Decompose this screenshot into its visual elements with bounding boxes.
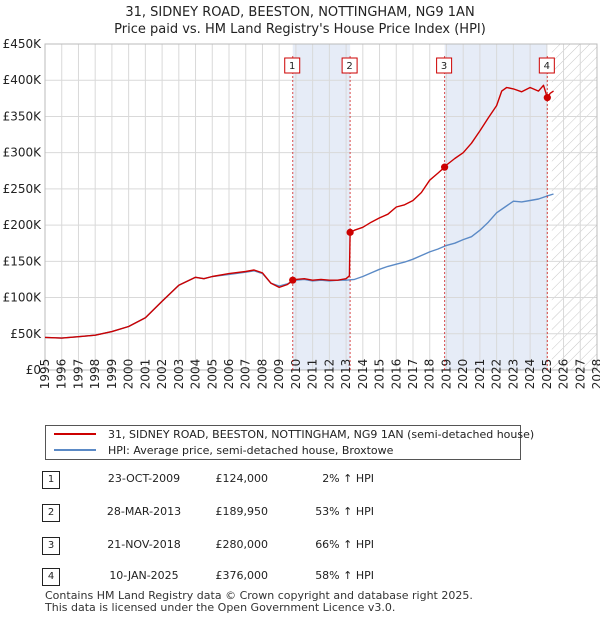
sale-marker-label: 3 — [441, 61, 447, 72]
x-tick-label: 2018 — [423, 359, 437, 390]
sale-price: £189,950 — [215, 505, 269, 518]
legend-swatch-property — [54, 433, 96, 435]
y-tick-label: £400K — [3, 73, 43, 87]
ownership-span-2 — [444, 44, 548, 370]
legend-label-property: 31, SIDNEY ROAD, BEESTON, NOTTINGHAM, NG… — [108, 427, 535, 441]
sale-hpi-change: 58% ↑ HPI — [315, 569, 374, 582]
legend-item-hpi: HPI: Average price, semi-detached house,… — [54, 442, 393, 458]
y-axis-ticks: £0 £50K £100K £150K £200K £250K £300K £350K £400… — [3, 37, 43, 377]
y-tick-label: £350K — [3, 109, 43, 123]
sale-row: 1 23-OCT-2009 £124,000 2% ↑ HPI — [42, 469, 582, 491]
x-tick-label: 2017 — [406, 359, 420, 390]
y-tick-label: £300K — [3, 146, 43, 160]
y-tick-label: £250K — [3, 182, 43, 196]
plot-background — [45, 44, 597, 370]
sale-date: 28-MAR-2013 — [106, 505, 182, 518]
x-tick-label: 1999 — [105, 359, 119, 390]
x-tick-label: 2004 — [189, 359, 203, 390]
chart-title-subtitle: Price paid vs. HM Land Registry's House … — [114, 22, 486, 37]
x-tick-label: 2002 — [155, 359, 169, 390]
sale-date: 21-NOV-2018 — [107, 538, 181, 551]
legend-label-hpi: HPI: Average price, semi-detached house,… — [108, 443, 394, 457]
sale-point — [346, 228, 354, 236]
sale-row: 2 28-MAR-2013 £189,950 53% ↑ HPI — [42, 502, 582, 524]
sale-marker-label: 2 — [346, 61, 352, 72]
footer-copyright: Contains HM Land Registry data © Crown c… — [45, 589, 473, 602]
y-tick-label: £0 — [26, 363, 41, 377]
x-tick-label: 2003 — [172, 359, 186, 390]
sale-row: 3 21-NOV-2018 £280,000 66% ↑ HPI — [42, 535, 582, 557]
x-tick-label: 2011 — [306, 359, 320, 390]
sale-number-badge: 2 — [42, 504, 60, 522]
x-tick-label: 2010 — [289, 359, 303, 390]
sale-number-badge: 3 — [42, 537, 60, 555]
x-tick-label: 2012 — [322, 359, 336, 390]
y-tick-label: £150K — [3, 254, 43, 268]
x-tick-label: 2001 — [138, 359, 152, 390]
x-tick-label: 2027 — [573, 359, 587, 390]
y-tick-label: £100K — [3, 291, 43, 305]
x-tick-label: 2014 — [356, 359, 370, 390]
sale-price: £280,000 — [215, 538, 269, 551]
x-tick-label: 2020 — [456, 359, 470, 390]
chart-title-address: 31, SIDNEY ROAD, BEESTON, NOTTINGHAM, NG… — [125, 5, 475, 20]
sale-hpi-change: 2% ↑ HPI — [322, 472, 374, 485]
sale-point — [543, 94, 551, 102]
x-tick-label: 2024 — [523, 359, 537, 390]
x-tick-label: 2026 — [557, 359, 571, 390]
price-chart: £0 £50K £100K £150K £200K £250K £300K £350K £400… — [3, 37, 600, 390]
y-tick-label: £200K — [3, 218, 43, 232]
x-tick-label: 2009 — [272, 359, 286, 390]
footer-attribution: Contains HM Land Registry data © Crown c… — [45, 590, 473, 614]
x-tick-label: 2013 — [339, 359, 353, 390]
x-tick-label: 2028 — [590, 359, 600, 390]
sale-price: £124,000 — [215, 472, 269, 485]
sale-row: 4 10-JAN-2025 £376,000 58% ↑ HPI — [42, 566, 582, 588]
sale-number-badge: 1 — [42, 471, 60, 489]
x-axis-ticks: 1995 1996 1997 1998 1999 2000 2001 2002 2003 2004… — [38, 359, 600, 390]
sale-marker-box — [284, 57, 301, 74]
x-tick-label: 2022 — [490, 359, 504, 390]
sale-price: £376,000 — [215, 569, 269, 582]
chart-legend: 31, SIDNEY ROAD, BEESTON, NOTTINGHAM, NG… — [45, 425, 534, 460]
sale-marker-box — [436, 57, 453, 74]
sale-marker-label: 1 — [289, 61, 295, 72]
x-tick-label: 2000 — [122, 359, 136, 390]
sale-marker-box — [538, 57, 555, 74]
x-tick-label: 2023 — [506, 359, 520, 390]
sale-marker-label: 4 — [544, 61, 550, 72]
x-tick-label: 1996 — [55, 359, 69, 390]
legend-item-property: 31, SIDNEY ROAD, BEESTON, NOTTINGHAM, NG… — [54, 426, 534, 442]
chart-title: 31, SIDNEY ROAD, BEESTON, NOTTINGHAM, NG… — [0, 4, 600, 38]
y-tick-label: £50K — [10, 327, 42, 341]
x-tick-label: 1997 — [71, 359, 85, 390]
sale-point — [441, 163, 449, 171]
ownership-span-1 — [292, 44, 351, 370]
sale-markers: 1 2 3 4 — [284, 56, 555, 370]
sale-number-badge: 4 — [42, 568, 60, 586]
sale-marker-box — [341, 57, 358, 74]
x-tick-label: 2008 — [255, 359, 269, 390]
x-tick-label: 2016 — [389, 359, 403, 390]
x-tick-label: 2019 — [439, 359, 453, 390]
y-tick-label: £450K — [3, 37, 43, 51]
plot-border — [44, 43, 598, 371]
x-tick-label: 1995 — [38, 359, 52, 390]
x-tick-label: 2015 — [373, 359, 387, 390]
sale-date: 10-JAN-2025 — [109, 569, 179, 582]
x-tick-label: 2021 — [473, 359, 487, 390]
x-tick-label: 2005 — [205, 359, 219, 390]
footer-licence: This data is licensed under the Open Gov… — [45, 601, 396, 614]
x-tick-label: 2007 — [239, 359, 253, 390]
sale-date: 23-OCT-2009 — [107, 472, 181, 485]
x-tick-label: 2006 — [222, 359, 236, 390]
sale-hpi-change: 53% ↑ HPI — [315, 505, 374, 518]
x-tick-label: 1998 — [88, 359, 102, 390]
x-tick-label: 2025 — [540, 359, 554, 390]
forecast-hatch — [551, 44, 597, 370]
legend-swatch-hpi — [54, 449, 96, 451]
sale-hpi-change: 66% ↑ HPI — [315, 538, 374, 551]
sale-point — [289, 276, 297, 284]
